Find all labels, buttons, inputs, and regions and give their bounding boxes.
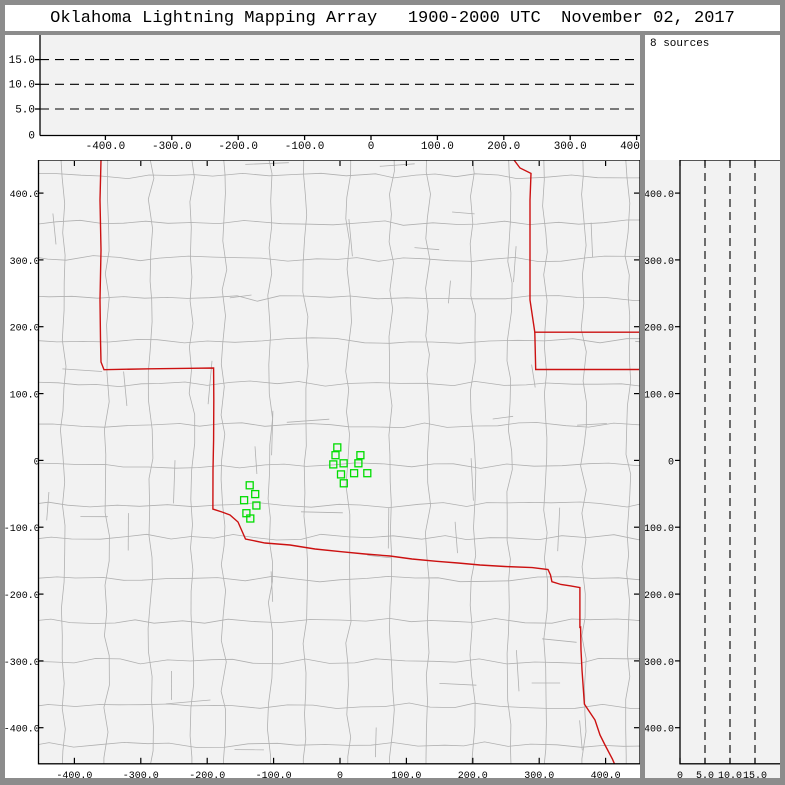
- svg-text:400.0: 400.0: [620, 141, 640, 153]
- svg-text:-400.0: -400.0: [86, 141, 126, 153]
- svg-text:-200.0: -200.0: [645, 591, 674, 602]
- svg-text:0: 0: [368, 141, 375, 153]
- svg-text:300.0: 300.0: [10, 257, 40, 268]
- svg-text:-100.0: -100.0: [256, 771, 292, 778]
- svg-text:5.0: 5.0: [696, 771, 714, 778]
- svg-text:0: 0: [668, 457, 674, 468]
- svg-text:-300.0: -300.0: [123, 771, 159, 778]
- svg-text:-100.0: -100.0: [645, 524, 674, 535]
- svg-text:300.0: 300.0: [554, 141, 587, 153]
- svg-text:0: 0: [677, 771, 683, 778]
- svg-text:400.0: 400.0: [10, 190, 40, 201]
- svg-text:100.0: 100.0: [10, 391, 40, 402]
- svg-text:-400.0: -400.0: [5, 725, 40, 736]
- svg-text:-200.0: -200.0: [218, 141, 258, 153]
- svg-text:100.0: 100.0: [421, 141, 454, 153]
- svg-text:400.0: 400.0: [591, 771, 621, 778]
- svg-text:15.0: 15.0: [9, 55, 35, 67]
- svg-text:0: 0: [337, 771, 343, 778]
- svg-text:100.0: 100.0: [645, 391, 674, 402]
- svg-text:-200.0: -200.0: [5, 591, 40, 602]
- svg-text:-300.0: -300.0: [5, 658, 40, 669]
- svg-text:200.0: 200.0: [10, 324, 40, 335]
- svg-text:-400.0: -400.0: [56, 771, 92, 778]
- svg-text:-200.0: -200.0: [189, 771, 225, 778]
- svg-text:200.0: 200.0: [645, 324, 674, 335]
- svg-text:10.0: 10.0: [9, 80, 35, 92]
- svg-text:200.0: 200.0: [458, 771, 488, 778]
- svg-text:15.0: 15.0: [743, 771, 767, 778]
- svg-text:200.0: 200.0: [487, 141, 520, 153]
- svg-text:100.0: 100.0: [391, 771, 421, 778]
- svg-text:300.0: 300.0: [645, 257, 674, 268]
- svg-text:5.0: 5.0: [15, 104, 35, 116]
- svg-text:-300.0: -300.0: [645, 658, 674, 669]
- svg-text:-400.0: -400.0: [645, 725, 674, 736]
- svg-text:-300.0: -300.0: [152, 141, 192, 153]
- svg-text:0: 0: [28, 131, 35, 143]
- svg-text:400.0: 400.0: [645, 190, 674, 201]
- svg-text:0: 0: [34, 457, 40, 468]
- svg-text:-100.0: -100.0: [285, 141, 325, 153]
- svg-text:-100.0: -100.0: [5, 524, 40, 535]
- svg-text:10.0: 10.0: [718, 771, 742, 778]
- svg-text:300.0: 300.0: [524, 771, 554, 778]
